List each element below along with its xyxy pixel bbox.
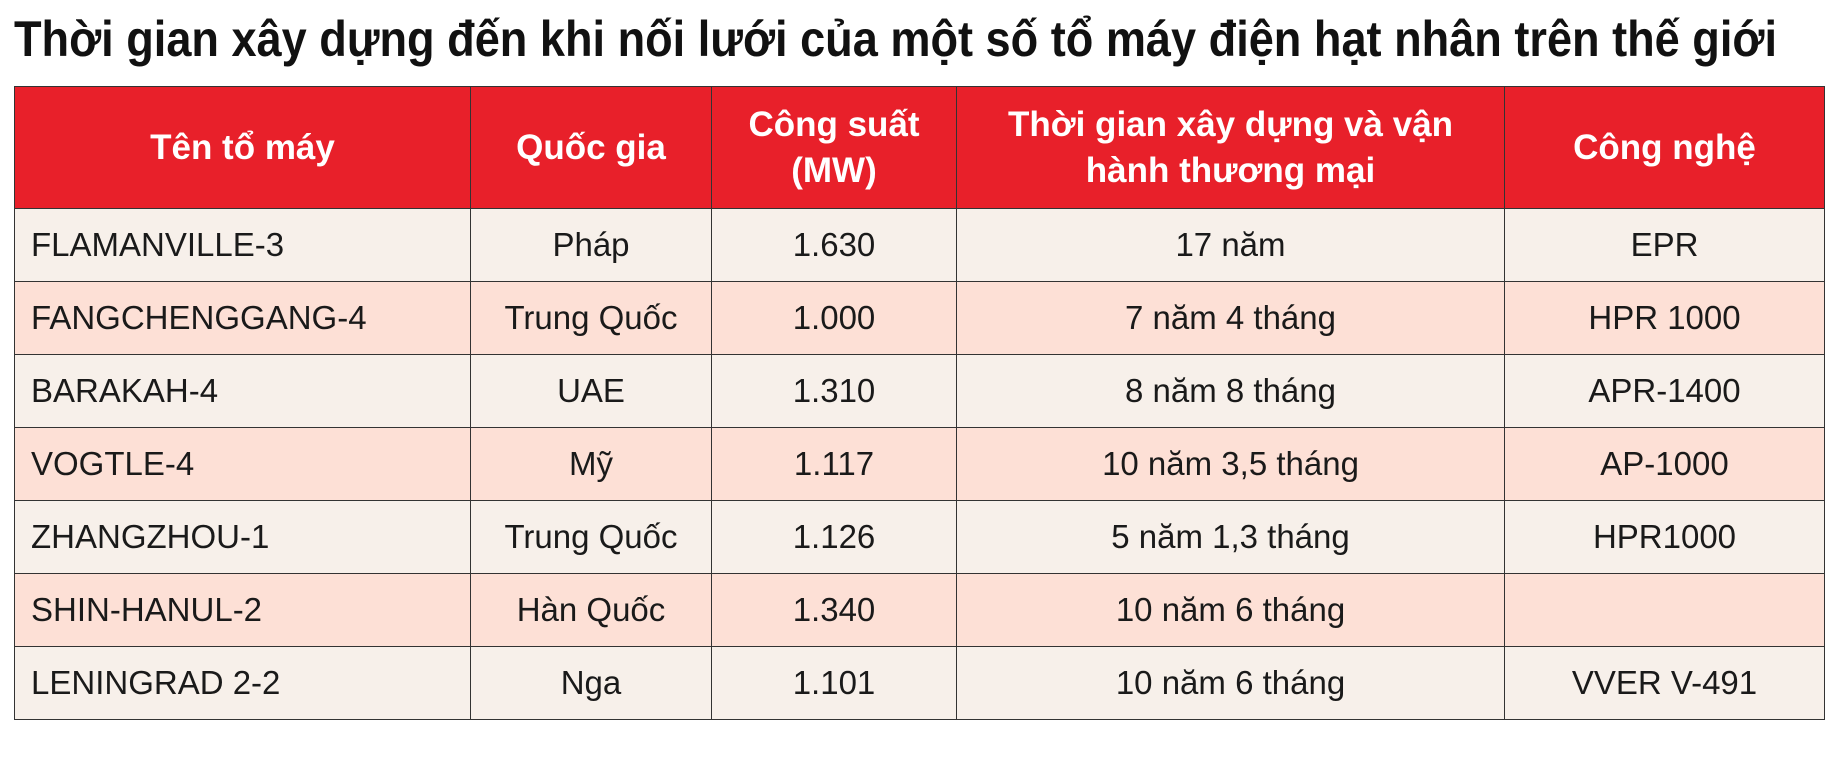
table-cell: Mỹ [470, 427, 712, 501]
table-cell: VOGTLE-4 [14, 427, 471, 501]
table-cell: 10 năm 6 tháng [956, 573, 1505, 647]
title-area: Thời gian xây dựng đến khi nối lưới của … [14, 11, 1777, 67]
table-row: ZHANGZHOU-1 Trung Quốc 1.126 5 năm 1,3 thán… [14, 500, 1825, 574]
table-row: VOGTLE-4 Mỹ 1.117 10 năm 3,5 tháng AP-1000 [14, 427, 1825, 501]
table-cell: 10 năm 6 tháng [956, 646, 1505, 720]
table-cell: 1.310 [711, 354, 957, 428]
table-cell: HPR 1000 [1504, 281, 1825, 355]
table-cell: 17 năm [956, 208, 1505, 282]
empty-cell [1504, 573, 1825, 647]
table-cell: APR-1400 [1504, 354, 1825, 428]
table-cell: Nga [470, 646, 712, 720]
table-row: FANGCHENGGANG-4 Trung Quốc 1.000 7 năm 4 th… [14, 281, 1825, 355]
table-row: BARAKAH-4 UAE 1.310 8 năm 8 tháng APR-1400 [14, 354, 1825, 428]
table-head: Tên tổ máy Quốc gia Công suất (MW) Thời gia… [14, 86, 1825, 209]
table-cell: LENINGRAD 2-2 [14, 646, 471, 720]
table-cell: 1.117 [711, 427, 957, 501]
header-row: Tên tổ máy Quốc gia Công suất (MW) Thời gia… [14, 86, 1825, 209]
column-header: Tên tổ máy [14, 86, 471, 209]
table-cell: HPR1000 [1504, 500, 1825, 574]
table-cell: BARAKAH-4 [14, 354, 471, 428]
table-cell: FLAMANVILLE-3 [14, 208, 471, 282]
table-cell: 1.000 [711, 281, 957, 355]
column-header: Công nghệ [1504, 86, 1825, 209]
table-cell: Pháp [470, 208, 712, 282]
table-cell: 1.630 [711, 208, 957, 282]
table-cell: Trung Quốc [470, 281, 712, 355]
table-cell: 5 năm 1,3 tháng [956, 500, 1505, 574]
table-cell: 10 năm 3,5 tháng [956, 427, 1505, 501]
column-header: Thời gian xây dựng và vận hành thương mạ… [956, 86, 1505, 209]
column-header: Quốc gia [470, 86, 712, 209]
table-cell: 1.340 [711, 573, 957, 647]
table-cell: FANGCHENGGANG-4 [14, 281, 471, 355]
table-cell: UAE [470, 354, 712, 428]
table-body: FLAMANVILLE-3 Pháp 1.630 17 năm EPR FANGCHENG… [14, 208, 1825, 720]
title: Thời gian xây dựng đến khi nối lưới của … [14, 11, 1777, 67]
table-row: SHIN-HANUL-2 Hàn Quốc 1.340 10 năm 6 tháng [14, 573, 1825, 647]
table-cell: 1.101 [711, 646, 957, 720]
table-cell: Hàn Quốc [470, 573, 712, 647]
table-row: LENINGRAD 2-2 Nga 1.101 10 năm 6 tháng VVER … [14, 646, 1825, 720]
table-cell: 8 năm 8 tháng [956, 354, 1505, 428]
table-row: FLAMANVILLE-3 Pháp 1.630 17 năm EPR [14, 208, 1825, 282]
data-table: Tên tổ máy Quốc gia Công suất (MW) Thời gia… [14, 86, 1825, 720]
table-cell: 7 năm 4 tháng [956, 281, 1505, 355]
table-cell: SHIN-HANUL-2 [14, 573, 471, 647]
column-header: Công suất (MW) [711, 86, 957, 209]
table-cell: Trung Quốc [470, 500, 712, 574]
table-cell: AP-1000 [1504, 427, 1825, 501]
table-cell: EPR [1504, 208, 1825, 282]
table-cell: ZHANGZHOU-1 [14, 500, 471, 574]
table-cell: 1.126 [711, 500, 957, 574]
table-cell: VVER V-491 [1504, 646, 1825, 720]
